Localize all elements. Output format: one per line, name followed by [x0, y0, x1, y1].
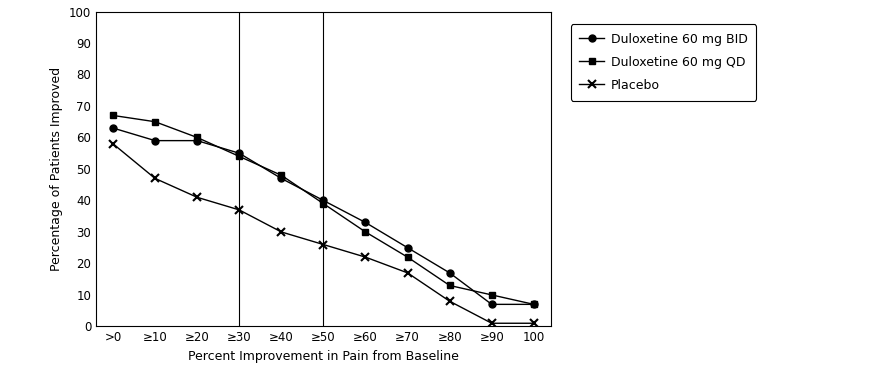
Duloxetine 60 mg QD — [487, 293, 497, 297]
Placebo — [234, 208, 245, 212]
Placebo — [487, 321, 497, 326]
Duloxetine 60 mg QD — [192, 135, 203, 140]
Duloxetine 60 mg QD — [529, 302, 539, 307]
Line: Duloxetine 60 mg QD: Duloxetine 60 mg QD — [109, 112, 538, 308]
Line: Duloxetine 60 mg BID: Duloxetine 60 mg BID — [109, 124, 538, 308]
Duloxetine 60 mg BID — [276, 176, 287, 181]
Duloxetine 60 mg BID — [360, 220, 371, 225]
Duloxetine 60 mg BID — [192, 138, 203, 143]
Placebo — [108, 141, 118, 146]
Duloxetine 60 mg BID — [149, 138, 160, 143]
Duloxetine 60 mg BID — [108, 126, 118, 130]
Placebo — [192, 195, 203, 200]
Duloxetine 60 mg QD — [108, 113, 118, 118]
Duloxetine 60 mg BID — [444, 271, 454, 275]
Duloxetine 60 mg BID — [529, 302, 539, 307]
Y-axis label: Percentage of Patients Improved: Percentage of Patients Improved — [51, 67, 64, 271]
Duloxetine 60 mg QD — [360, 230, 371, 234]
Duloxetine 60 mg QD — [234, 154, 245, 159]
X-axis label: Percent Improvement in Pain from Baseline: Percent Improvement in Pain from Baselin… — [188, 350, 459, 363]
Duloxetine 60 mg QD — [402, 255, 413, 260]
Duloxetine 60 mg BID — [402, 245, 413, 250]
Placebo — [529, 321, 539, 326]
Duloxetine 60 mg BID — [487, 302, 497, 307]
Legend: Duloxetine 60 mg BID, Duloxetine 60 mg QD, Placebo: Duloxetine 60 mg BID, Duloxetine 60 mg Q… — [571, 24, 756, 101]
Placebo — [149, 176, 160, 181]
Placebo — [402, 271, 413, 275]
Placebo — [318, 242, 329, 247]
Duloxetine 60 mg QD — [318, 201, 329, 206]
Duloxetine 60 mg QD — [149, 119, 160, 124]
Placebo — [444, 299, 454, 303]
Placebo — [360, 255, 371, 260]
Duloxetine 60 mg BID — [318, 198, 329, 203]
Duloxetine 60 mg QD — [276, 173, 287, 177]
Placebo — [276, 230, 287, 234]
Duloxetine 60 mg QD — [444, 283, 454, 288]
Duloxetine 60 mg BID — [234, 151, 245, 156]
Line: Placebo: Placebo — [108, 140, 538, 328]
